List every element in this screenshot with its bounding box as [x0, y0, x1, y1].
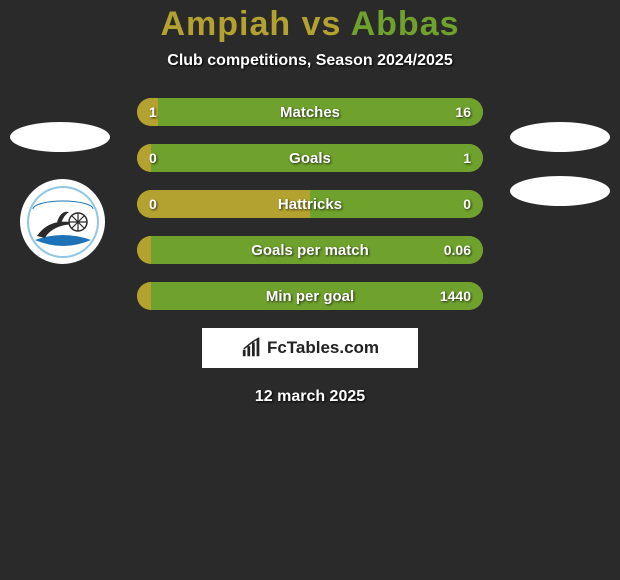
stat-row: Goals0 1 [137, 144, 483, 172]
stat-row: Min per goal1440 [137, 282, 483, 310]
footer-date: 12 march 2025 [0, 388, 620, 406]
stat-value-left: 1 [149, 98, 157, 126]
bar-chart-icon [241, 337, 263, 359]
stat-row: Goals per match0.06 [137, 236, 483, 264]
stat-row: Hattricks0 0 [137, 190, 483, 218]
stat-label: Goals per match [137, 236, 483, 264]
player2-club-placeholder [510, 176, 610, 206]
stats-bars: Matches116Goals01Hattricks00Goals per ma… [137, 98, 483, 310]
player1-club-badge [20, 179, 105, 264]
comparison-infographic: Ampiah vs Abbas Club competitions, Seaso… [0, 0, 620, 580]
stat-label: Hattricks [137, 190, 483, 218]
title-player1: Ampiah [160, 5, 291, 43]
stat-value-right: 1440 [440, 282, 471, 310]
brand-box: FcTables.com [202, 328, 418, 368]
brand-text: FcTables.com [267, 338, 379, 358]
dolphin-club-icon [23, 182, 103, 262]
title-vs: vs [302, 5, 342, 43]
stat-value-right: 0.06 [444, 236, 471, 264]
stat-value-right: 16 [455, 98, 471, 126]
title-player2: Abbas [351, 5, 460, 43]
player2-avatar-placeholder [510, 122, 610, 152]
subtitle: Club competitions, Season 2024/2025 [0, 52, 620, 70]
stat-value-right: 1 [463, 144, 471, 172]
stat-value-right: 0 [463, 190, 471, 218]
stat-row: Matches1 16 [137, 98, 483, 126]
player1-avatar-placeholder [10, 122, 110, 152]
stat-label: Goals [137, 144, 483, 172]
stat-value-left: 0 [149, 190, 157, 218]
stat-label: Min per goal [137, 282, 483, 310]
page-title: Ampiah vs Abbas [0, 5, 620, 44]
stat-value-left: 0 [149, 144, 157, 172]
stat-label: Matches [137, 98, 483, 126]
